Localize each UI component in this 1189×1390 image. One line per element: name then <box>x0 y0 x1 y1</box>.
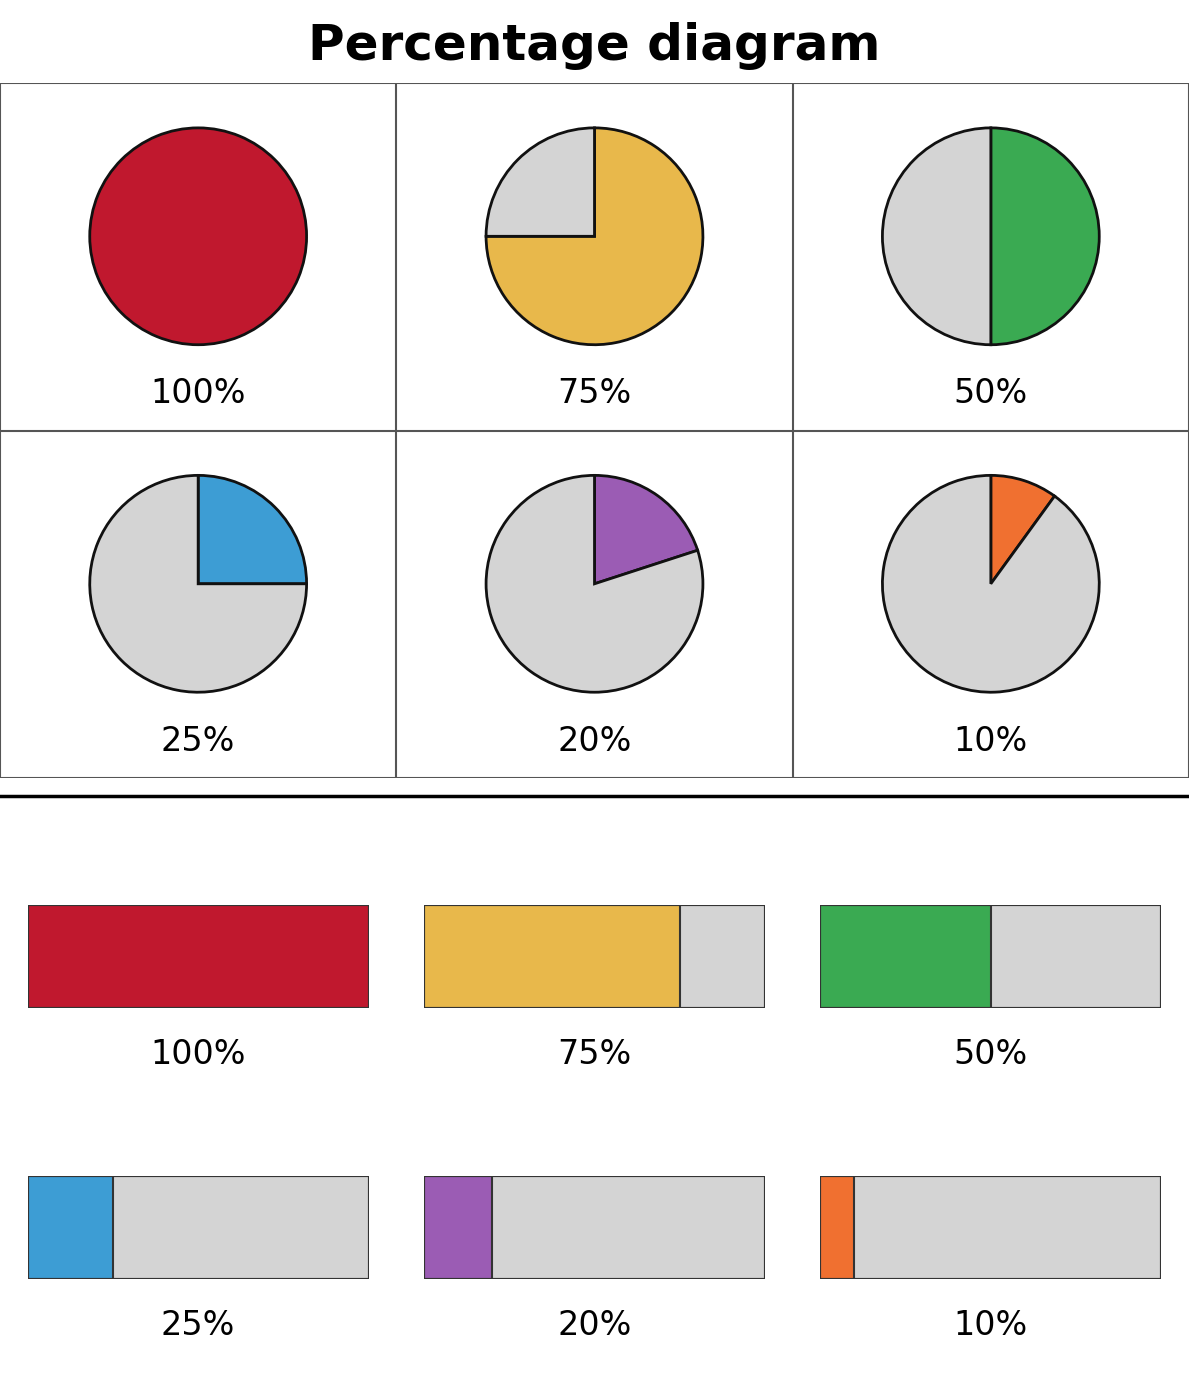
Wedge shape <box>594 475 698 584</box>
Wedge shape <box>89 475 307 692</box>
Text: 100%: 100% <box>151 377 246 410</box>
Bar <box>424 905 680 1008</box>
Wedge shape <box>882 128 990 345</box>
Text: 20%: 20% <box>558 1309 631 1341</box>
Text: 20%: 20% <box>558 724 631 758</box>
Text: 25%: 25% <box>161 1309 235 1341</box>
Wedge shape <box>486 475 703 692</box>
Wedge shape <box>89 128 307 345</box>
Bar <box>820 1176 855 1279</box>
Text: 10%: 10% <box>954 1309 1028 1341</box>
Bar <box>424 1176 492 1279</box>
Wedge shape <box>199 475 307 584</box>
Wedge shape <box>990 475 1055 584</box>
Text: 75%: 75% <box>558 1038 631 1070</box>
Text: 10%: 10% <box>954 724 1028 758</box>
Text: 100%: 100% <box>151 1038 246 1070</box>
Text: 75%: 75% <box>558 377 631 410</box>
Wedge shape <box>486 128 594 236</box>
Wedge shape <box>486 128 703 345</box>
Text: 50%: 50% <box>954 377 1028 410</box>
Bar <box>820 905 990 1008</box>
Text: Percentage diagram: Percentage diagram <box>308 22 881 70</box>
Bar <box>27 1176 113 1279</box>
Wedge shape <box>882 475 1100 692</box>
Wedge shape <box>990 128 1100 345</box>
Text: 25%: 25% <box>161 724 235 758</box>
Text: 50%: 50% <box>954 1038 1028 1070</box>
